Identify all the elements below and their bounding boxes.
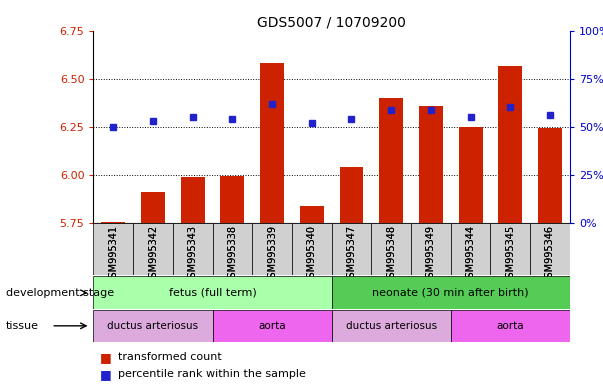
Text: ductus arteriosus: ductus arteriosus xyxy=(107,321,198,331)
Text: GSM995338: GSM995338 xyxy=(227,225,238,284)
Text: GSM995345: GSM995345 xyxy=(505,225,516,285)
Text: aorta: aorta xyxy=(496,321,524,331)
Bar xyxy=(133,223,173,275)
Text: GSM995349: GSM995349 xyxy=(426,225,436,284)
Bar xyxy=(371,223,411,275)
Bar xyxy=(411,223,450,275)
Text: neonate (30 min after birth): neonate (30 min after birth) xyxy=(373,288,529,298)
Bar xyxy=(141,192,165,223)
Bar xyxy=(538,127,562,223)
Text: GSM995346: GSM995346 xyxy=(545,225,555,284)
Text: ■: ■ xyxy=(99,368,111,381)
Text: aorta: aorta xyxy=(258,321,286,331)
Text: GSM995348: GSM995348 xyxy=(386,225,396,284)
Bar xyxy=(93,223,133,275)
Bar xyxy=(181,177,204,223)
Bar xyxy=(292,223,332,275)
Bar xyxy=(490,223,530,275)
Bar xyxy=(300,207,324,223)
Bar xyxy=(221,176,244,223)
Bar xyxy=(93,276,332,309)
Text: ■: ■ xyxy=(99,351,111,364)
Bar xyxy=(498,66,522,223)
Text: GSM995339: GSM995339 xyxy=(267,225,277,284)
Bar xyxy=(332,223,371,275)
Text: tissue: tissue xyxy=(6,321,39,331)
Text: GSM995342: GSM995342 xyxy=(148,225,158,285)
Title: GDS5007 / 10709200: GDS5007 / 10709200 xyxy=(257,16,406,30)
Bar xyxy=(260,63,284,223)
Text: GSM995345: GSM995345 xyxy=(505,225,516,285)
Bar xyxy=(173,223,213,275)
Text: ductus arteriosus: ductus arteriosus xyxy=(346,321,437,331)
Text: development stage: development stage xyxy=(6,288,114,298)
Text: GSM995339: GSM995339 xyxy=(267,225,277,284)
Text: GSM995340: GSM995340 xyxy=(307,225,317,284)
Text: GSM995340: GSM995340 xyxy=(307,225,317,284)
Bar xyxy=(459,127,482,223)
Text: GSM995347: GSM995347 xyxy=(347,225,356,285)
Bar xyxy=(339,167,364,223)
Text: GSM995344: GSM995344 xyxy=(466,225,476,284)
Text: GSM995348: GSM995348 xyxy=(386,225,396,284)
Bar xyxy=(419,106,443,223)
Text: GSM995338: GSM995338 xyxy=(227,225,238,284)
Bar xyxy=(252,223,292,275)
Text: GSM995346: GSM995346 xyxy=(545,225,555,284)
Bar xyxy=(530,223,570,275)
Text: fetus (full term): fetus (full term) xyxy=(169,288,256,298)
Text: GSM995347: GSM995347 xyxy=(347,225,356,285)
Bar xyxy=(450,310,570,342)
Bar xyxy=(379,98,403,223)
Bar xyxy=(450,223,490,275)
Bar xyxy=(93,310,213,342)
Bar xyxy=(101,222,125,223)
Text: GSM995342: GSM995342 xyxy=(148,225,158,285)
Bar xyxy=(332,276,570,309)
Text: GSM995341: GSM995341 xyxy=(109,225,118,284)
Text: transformed count: transformed count xyxy=(118,352,221,362)
Bar xyxy=(213,310,332,342)
Text: GSM995343: GSM995343 xyxy=(188,225,198,284)
Text: GSM995349: GSM995349 xyxy=(426,225,436,284)
Text: GSM995341: GSM995341 xyxy=(109,225,118,284)
Text: GSM995343: GSM995343 xyxy=(188,225,198,284)
Text: GSM995344: GSM995344 xyxy=(466,225,476,284)
Text: percentile rank within the sample: percentile rank within the sample xyxy=(118,369,306,379)
Bar xyxy=(332,310,450,342)
Bar xyxy=(213,223,252,275)
